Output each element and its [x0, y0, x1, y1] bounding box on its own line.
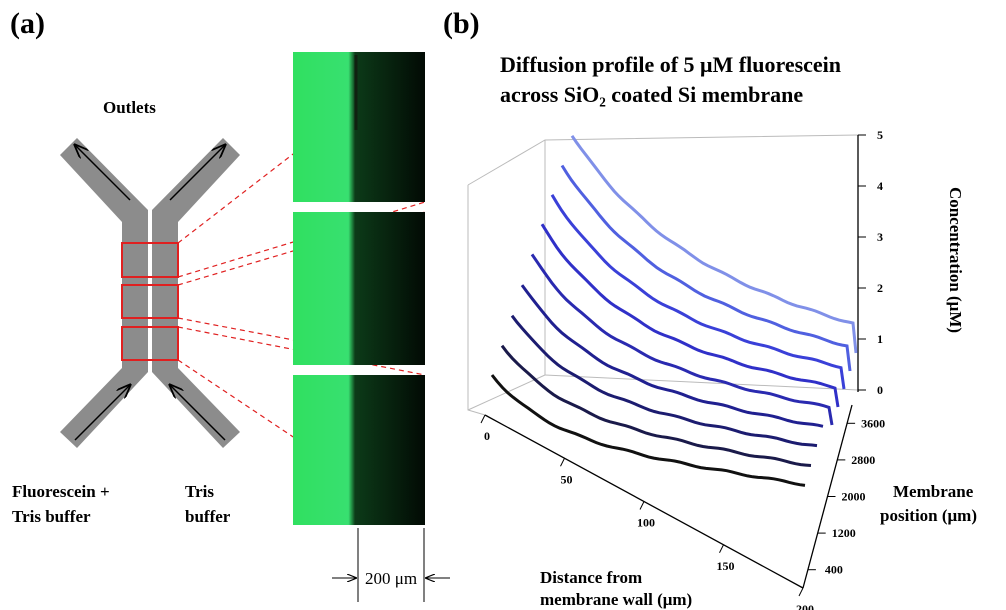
profile-curve	[550, 194, 846, 390]
profile-curve	[570, 134, 858, 354]
x-tick	[639, 501, 645, 510]
z-tick-label: 3	[877, 230, 883, 244]
scale-label: 200 μm	[365, 569, 417, 588]
z-tick-label: 4	[877, 179, 883, 193]
y-tick-label: 2000	[842, 490, 866, 504]
x-tick-label: 50	[561, 472, 573, 486]
profile-curve	[540, 223, 840, 408]
curves	[490, 134, 858, 487]
y-tick-label: 3600	[861, 416, 885, 430]
inlet-label: Tris	[185, 482, 214, 501]
profile-curve	[490, 374, 806, 487]
y-axis-label: Membrane	[893, 482, 974, 501]
x-axis-label: Distance from	[540, 568, 642, 587]
inlet-label: buffer	[185, 507, 231, 526]
channel	[60, 138, 240, 448]
x-tick	[719, 544, 724, 553]
flow-arrows	[75, 145, 225, 441]
chart-title: Diffusion profile of 5 μM fluorescein	[500, 52, 841, 77]
panel-label: (b)	[443, 7, 480, 40]
panel-label: (a)	[10, 7, 45, 40]
profile-curve	[520, 284, 824, 428]
profile-curve	[500, 344, 812, 467]
scale-bar	[332, 528, 450, 602]
micrographs	[293, 52, 425, 525]
x-tick	[480, 414, 486, 424]
x-tick	[798, 587, 804, 597]
y-tick-label: 1200	[832, 526, 856, 540]
profile-curve	[560, 164, 852, 372]
x-axis-label: membrane wall (μm)	[540, 590, 692, 609]
profile-curve	[530, 253, 834, 426]
profile-curve	[510, 314, 818, 448]
axes	[484, 135, 859, 589]
y-tick-label: 400	[825, 563, 843, 577]
y-tick-label: 2800	[851, 453, 875, 467]
regions	[121, 242, 179, 361]
z-axis-label: Concentration (μM)	[946, 187, 965, 333]
z-tick-label: 0	[877, 383, 883, 397]
chart-title: across SiO₂ coated Si membrane	[500, 82, 803, 107]
x-tick-label: 200	[796, 602, 814, 610]
x-tick-label: 0	[484, 429, 490, 443]
x-tick	[560, 458, 565, 467]
x-tick-label: 150	[717, 559, 735, 573]
z-tick-label: 1	[877, 332, 883, 346]
inlet-label: Fluorescein +	[12, 482, 110, 501]
outlets-label: Outlets	[103, 98, 156, 117]
y-axis-label: position (μm)	[880, 506, 977, 525]
x-tick-label: 100	[637, 516, 655, 530]
z-tick-label: 5	[877, 128, 883, 142]
z-tick-label: 2	[877, 281, 883, 295]
inlet-label: Tris buffer	[12, 507, 91, 526]
